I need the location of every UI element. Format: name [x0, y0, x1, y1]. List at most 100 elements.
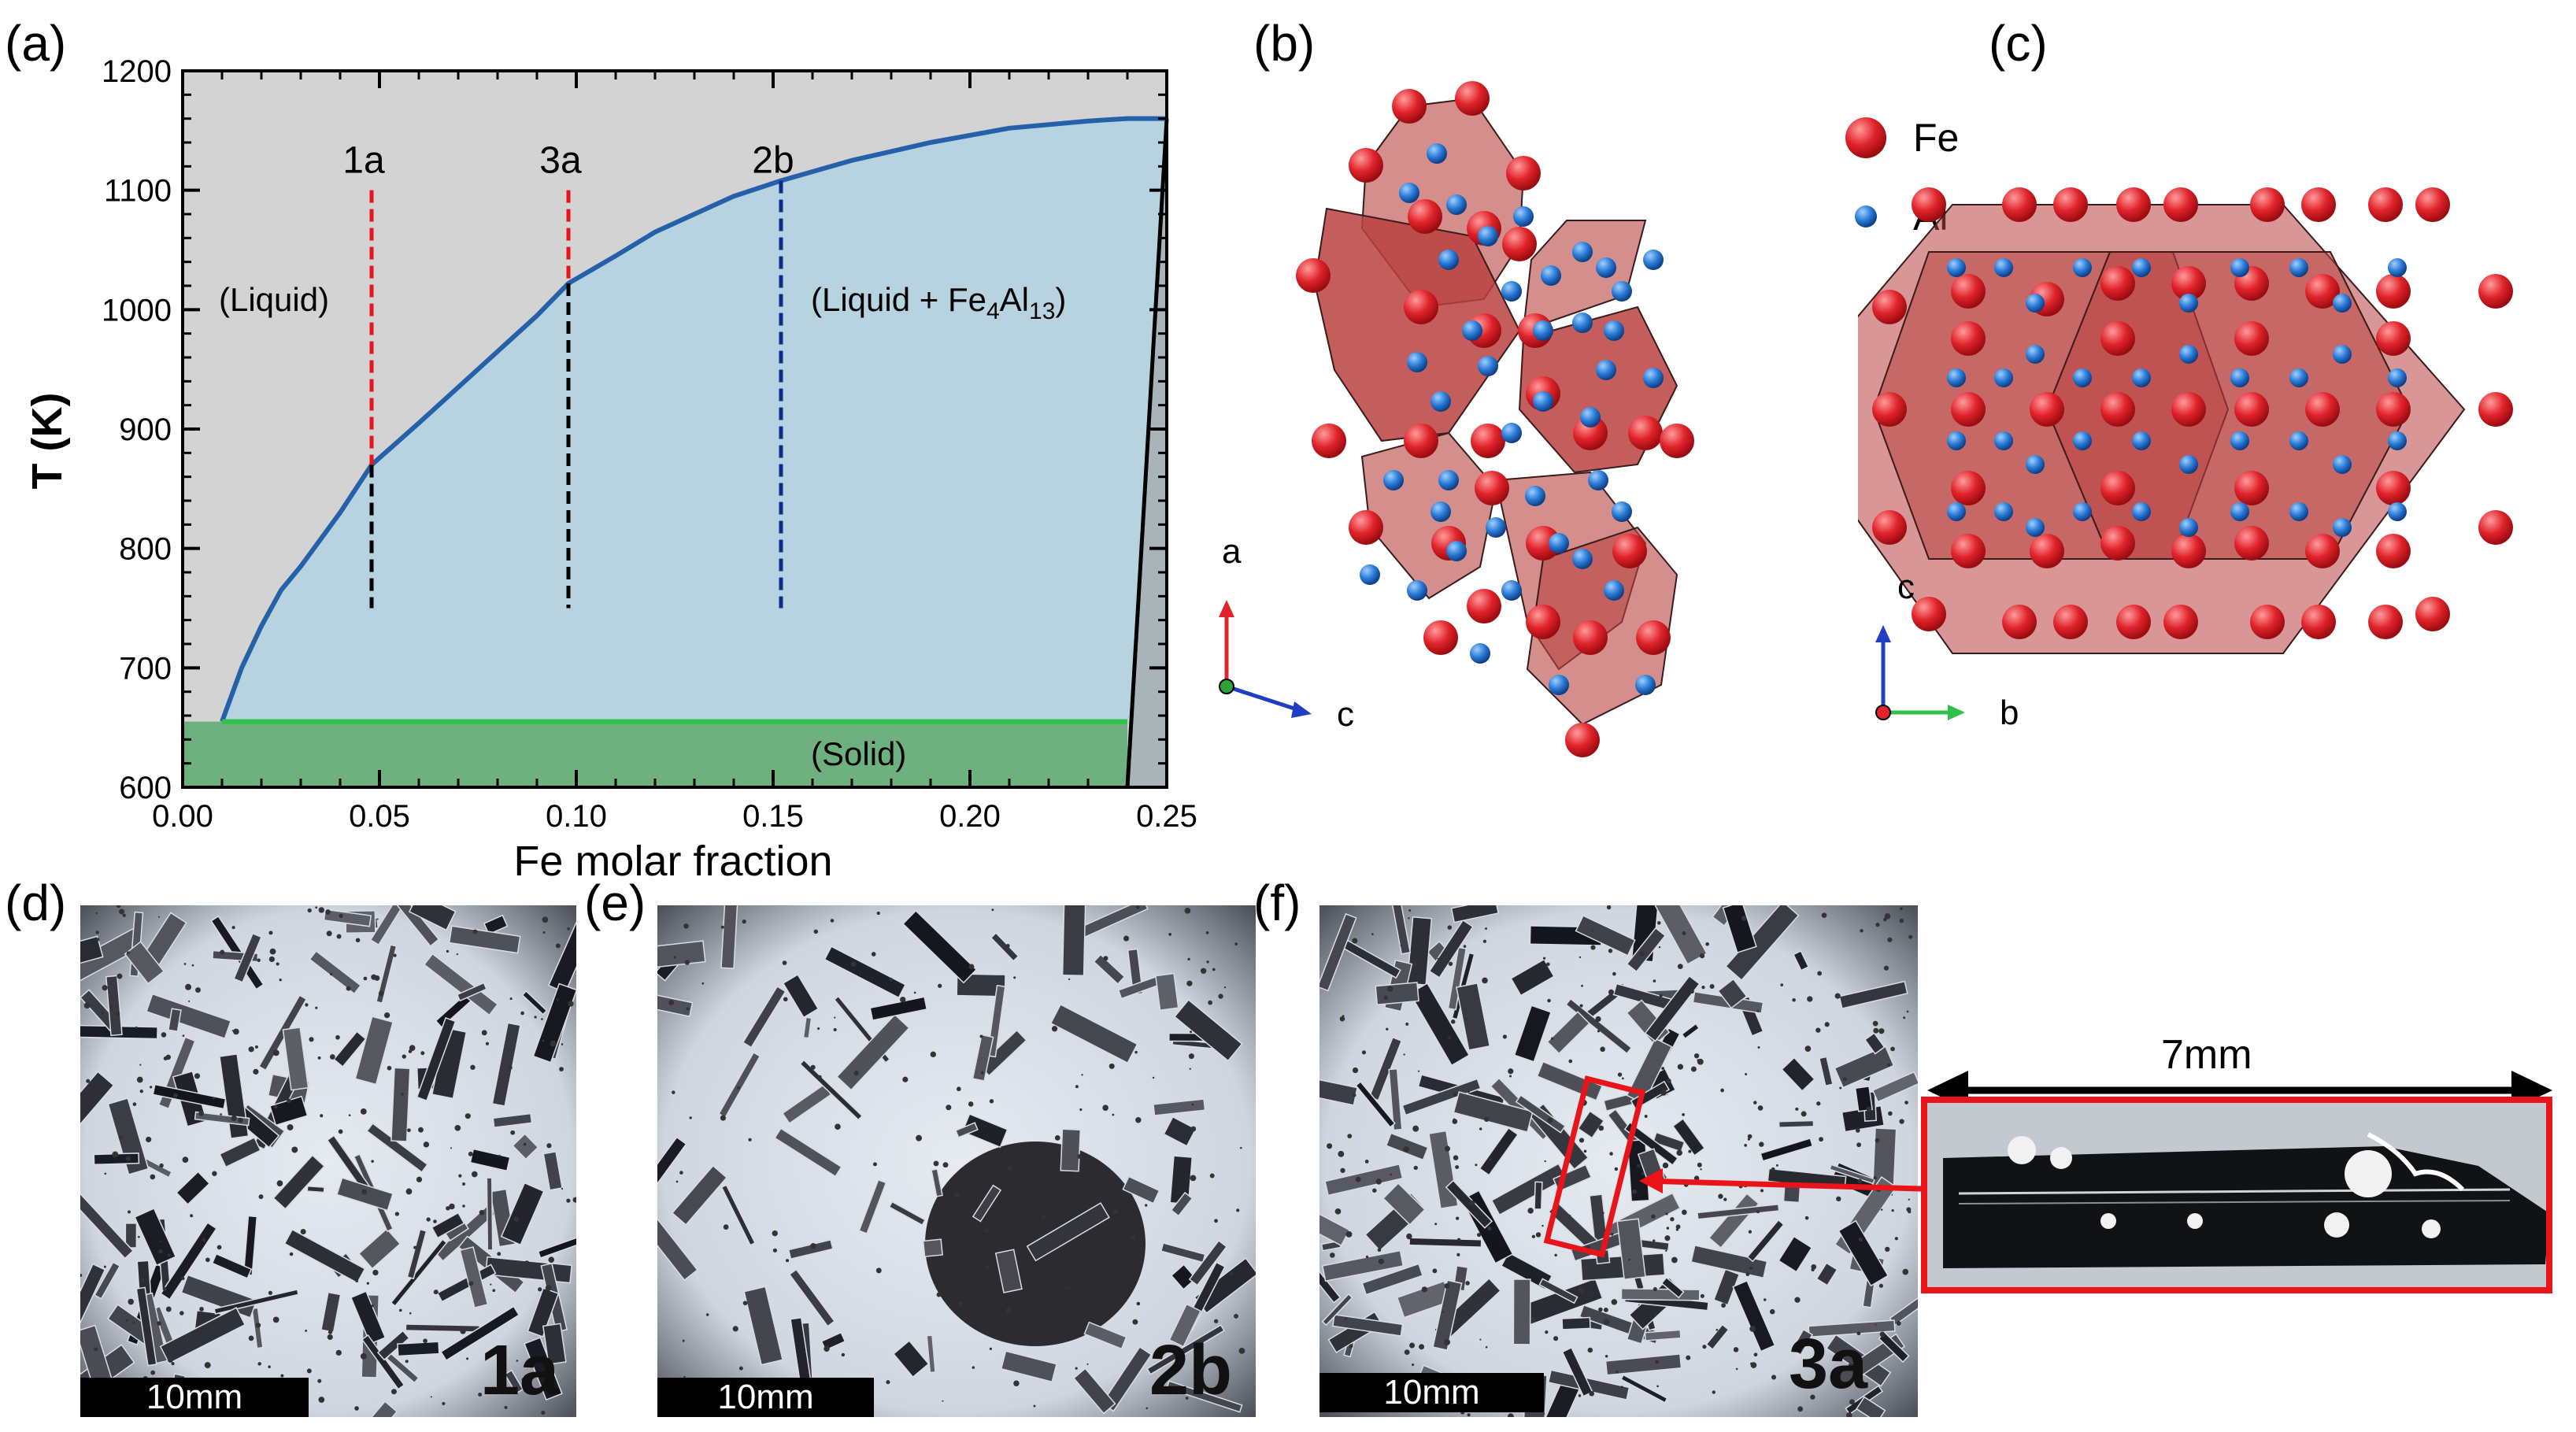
debris-speck — [195, 987, 201, 993]
debris-speck — [492, 1289, 496, 1293]
debris-speck — [1873, 1176, 1877, 1180]
marker-label-3a: 3a — [539, 140, 582, 182]
debris-speck — [1896, 1321, 1901, 1326]
debris-speck — [968, 1101, 974, 1107]
crystal-shard — [500, 1182, 545, 1246]
debris-speck — [1804, 1045, 1812, 1052]
debris-speck — [1527, 1208, 1534, 1214]
al-atom — [1580, 407, 1601, 427]
debris-speck — [732, 1326, 738, 1332]
debris-speck — [1079, 1108, 1083, 1112]
debris-speck — [122, 913, 126, 917]
debris-speck — [1344, 1317, 1347, 1320]
crystal-shard — [80, 1071, 115, 1133]
fe-atom — [2376, 471, 2411, 505]
al-legend-icon — [1855, 205, 1877, 228]
debris-speck — [524, 1260, 530, 1267]
fe-polyhedron — [1360, 431, 1497, 600]
debris-speck — [348, 1114, 351, 1116]
debris-speck — [1469, 1200, 1475, 1206]
al-atom — [1994, 258, 2013, 277]
debris-speck — [1819, 1137, 1823, 1142]
debris-speck — [1899, 918, 1904, 923]
fe-atom — [2171, 534, 2206, 568]
debris-speck — [723, 1224, 729, 1230]
fe-atom — [2250, 605, 2285, 639]
debris-speck — [1611, 1299, 1618, 1305]
debris-speck — [672, 1090, 675, 1094]
fe-atom — [2100, 471, 2135, 505]
debris-speck — [1409, 1342, 1416, 1349]
debris-speck — [326, 931, 332, 937]
debris-speck — [203, 1241, 205, 1243]
crystal-shard — [1856, 1396, 1886, 1417]
crystal-shard — [824, 945, 907, 999]
al-atom — [1612, 281, 1632, 302]
al-atom — [1533, 320, 1553, 341]
debris-speck — [198, 1110, 204, 1116]
debris-speck — [1887, 937, 1893, 942]
debris-speck — [102, 985, 108, 991]
crystal-shard — [160, 1222, 217, 1301]
debris-speck — [305, 1003, 309, 1007]
crystal-shard — [390, 1067, 411, 1142]
debris-speck — [1795, 1107, 1799, 1111]
debris-speck — [1637, 1164, 1641, 1167]
debris-speck — [1408, 917, 1410, 920]
al-atom — [1383, 470, 1404, 490]
crystal-shard — [1000, 1350, 1057, 1383]
debris-speck — [1756, 1009, 1760, 1012]
debris-speck — [1700, 1168, 1702, 1171]
debris-speck — [833, 1027, 837, 1032]
debris-speck — [559, 1067, 564, 1071]
debris-speck — [103, 1265, 106, 1268]
debris-speck — [850, 961, 857, 968]
debris-speck — [1371, 933, 1374, 935]
debris-speck — [875, 1267, 882, 1274]
fe-atom — [1404, 290, 1438, 324]
debris-speck — [1145, 1204, 1148, 1207]
debris-speck — [1656, 1385, 1659, 1388]
crystal-shard — [94, 1261, 121, 1300]
debris-speck — [217, 1245, 222, 1250]
fe-atom — [2171, 392, 2206, 427]
debris-speck — [1625, 1149, 1628, 1153]
debris-speck — [1662, 1162, 1669, 1169]
crystal-shard — [1513, 1005, 1552, 1063]
fe-atom — [1951, 321, 1986, 356]
debris-speck — [1622, 1077, 1624, 1080]
debris-speck — [1874, 990, 1878, 994]
debris-speck — [433, 1219, 437, 1223]
debris-speck — [1617, 1072, 1623, 1077]
reflection-spot — [2422, 1219, 2441, 1238]
debris-speck — [1661, 1067, 1665, 1071]
crystal-shard — [440, 1305, 520, 1362]
debris-speck — [1670, 1217, 1675, 1222]
debris-speck — [1585, 1245, 1591, 1252]
debris-speck — [119, 1134, 124, 1140]
debris-speck — [1663, 1139, 1667, 1143]
debris-speck — [413, 1245, 417, 1249]
debris-speck — [268, 1290, 273, 1295]
debris-speck — [1365, 1255, 1369, 1259]
debris-speck — [1404, 1349, 1410, 1356]
debris-speck — [1223, 986, 1227, 989]
crystal-shard — [397, 1341, 440, 1357]
debris-speck — [1603, 1308, 1608, 1312]
debris-speck — [742, 1301, 748, 1306]
crystal-shard — [80, 935, 104, 968]
debris-speck — [938, 983, 942, 988]
debris-speck — [738, 1366, 743, 1371]
al-atom — [2179, 455, 2198, 474]
debris-speck — [538, 1287, 542, 1292]
marker-label-2b: 2b — [752, 140, 794, 182]
debris-speck — [1112, 1208, 1119, 1215]
debris-speck — [1340, 1167, 1345, 1173]
al-atom — [2289, 431, 2308, 450]
fe-atom — [1455, 81, 1490, 116]
debris-speck — [566, 1198, 571, 1203]
debris-speck — [1453, 1155, 1459, 1160]
debris-speck — [462, 1182, 466, 1186]
debris-speck — [1815, 1027, 1821, 1033]
reflection-spot — [2050, 1147, 2072, 1169]
